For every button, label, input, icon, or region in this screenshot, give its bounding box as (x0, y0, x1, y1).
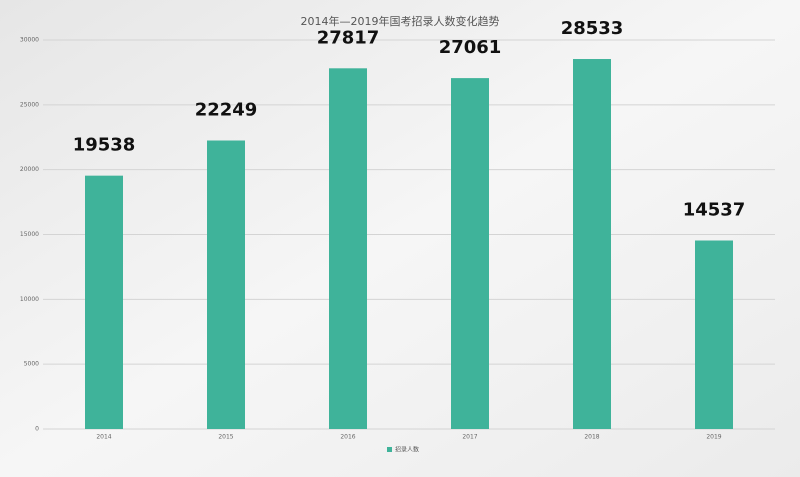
y-tick-label: 25000 (20, 101, 39, 108)
value-label: 27061 (439, 37, 502, 58)
x-tick-label: 2017 (462, 434, 477, 441)
y-tick-label: 20000 (20, 166, 39, 173)
value-label: 14537 (683, 200, 746, 221)
x-tick-label: 2016 (340, 434, 355, 441)
x-tick-label: 2019 (706, 434, 721, 441)
legend-label: 招录人数 (395, 446, 419, 454)
x-tick-label: 2018 (584, 434, 599, 441)
y-tick-label: 10000 (20, 296, 39, 303)
value-label: 28533 (561, 18, 624, 39)
y-tick-label: 5000 (24, 361, 39, 368)
value-label: 22249 (195, 100, 258, 121)
x-tick-label: 2015 (218, 434, 233, 441)
y-tick-label: 0 (35, 426, 39, 433)
bar (207, 140, 245, 429)
bar (573, 59, 611, 430)
bar (85, 175, 123, 429)
x-tick-label: 2014 (96, 434, 111, 441)
bar (695, 240, 733, 429)
chart-title: 2014年—2019年国考招录人数变化趋势 (301, 14, 500, 28)
bar (451, 78, 489, 429)
y-tick-label: 30000 (20, 37, 39, 44)
y-tick-label: 15000 (20, 231, 39, 238)
value-label: 19538 (73, 135, 136, 156)
bar (329, 68, 367, 429)
legend-swatch (387, 447, 392, 452)
value-label: 27817 (317, 27, 380, 48)
